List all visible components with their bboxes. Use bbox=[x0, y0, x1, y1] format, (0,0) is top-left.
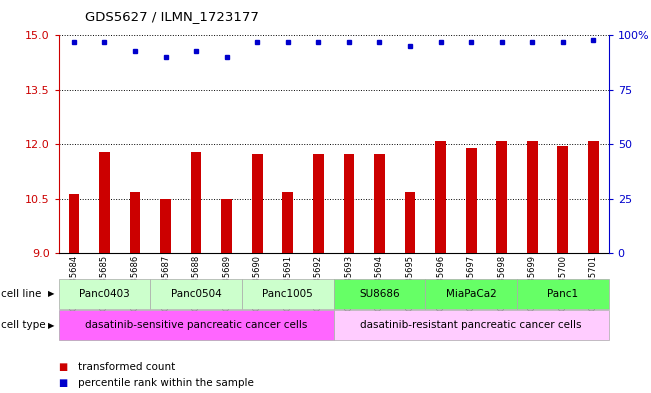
Text: ■: ■ bbox=[59, 362, 68, 373]
Bar bbox=[527, 141, 538, 253]
Text: MiaPaCa2: MiaPaCa2 bbox=[446, 289, 497, 299]
Bar bbox=[252, 154, 262, 253]
Bar bbox=[405, 192, 415, 253]
Text: ■: ■ bbox=[59, 378, 68, 388]
Text: ▶: ▶ bbox=[48, 289, 54, 298]
Bar bbox=[588, 141, 599, 253]
Text: SU8686: SU8686 bbox=[359, 289, 400, 299]
Bar bbox=[466, 148, 477, 253]
Text: GDS5627 / ILMN_1723177: GDS5627 / ILMN_1723177 bbox=[85, 10, 258, 23]
Text: Panc0504: Panc0504 bbox=[171, 289, 221, 299]
Bar bbox=[283, 192, 293, 253]
Bar bbox=[496, 141, 507, 253]
Bar bbox=[130, 192, 141, 253]
Bar bbox=[160, 199, 171, 253]
Bar bbox=[99, 152, 110, 253]
Bar bbox=[221, 199, 232, 253]
Bar bbox=[344, 154, 354, 253]
Bar bbox=[425, 279, 517, 309]
Bar bbox=[59, 279, 150, 309]
Text: Panc1: Panc1 bbox=[547, 289, 578, 299]
Bar bbox=[333, 310, 609, 340]
Bar bbox=[374, 154, 385, 253]
Bar bbox=[68, 193, 79, 253]
Bar bbox=[150, 279, 242, 309]
Bar bbox=[242, 279, 333, 309]
Text: transformed count: transformed count bbox=[78, 362, 175, 373]
Text: dasatinib-sensitive pancreatic cancer cells: dasatinib-sensitive pancreatic cancer ce… bbox=[85, 320, 307, 330]
Bar bbox=[436, 141, 446, 253]
Bar bbox=[517, 279, 609, 309]
Bar bbox=[333, 279, 425, 309]
Text: dasatinib-resistant pancreatic cancer cells: dasatinib-resistant pancreatic cancer ce… bbox=[361, 320, 582, 330]
Text: ▶: ▶ bbox=[48, 321, 54, 330]
Bar bbox=[59, 310, 333, 340]
Text: Panc0403: Panc0403 bbox=[79, 289, 130, 299]
Bar bbox=[191, 152, 201, 253]
Bar bbox=[313, 154, 324, 253]
Bar bbox=[557, 146, 568, 253]
Text: cell line: cell line bbox=[1, 289, 41, 299]
Text: Panc1005: Panc1005 bbox=[262, 289, 313, 299]
Text: cell type: cell type bbox=[1, 320, 46, 330]
Text: percentile rank within the sample: percentile rank within the sample bbox=[78, 378, 254, 388]
